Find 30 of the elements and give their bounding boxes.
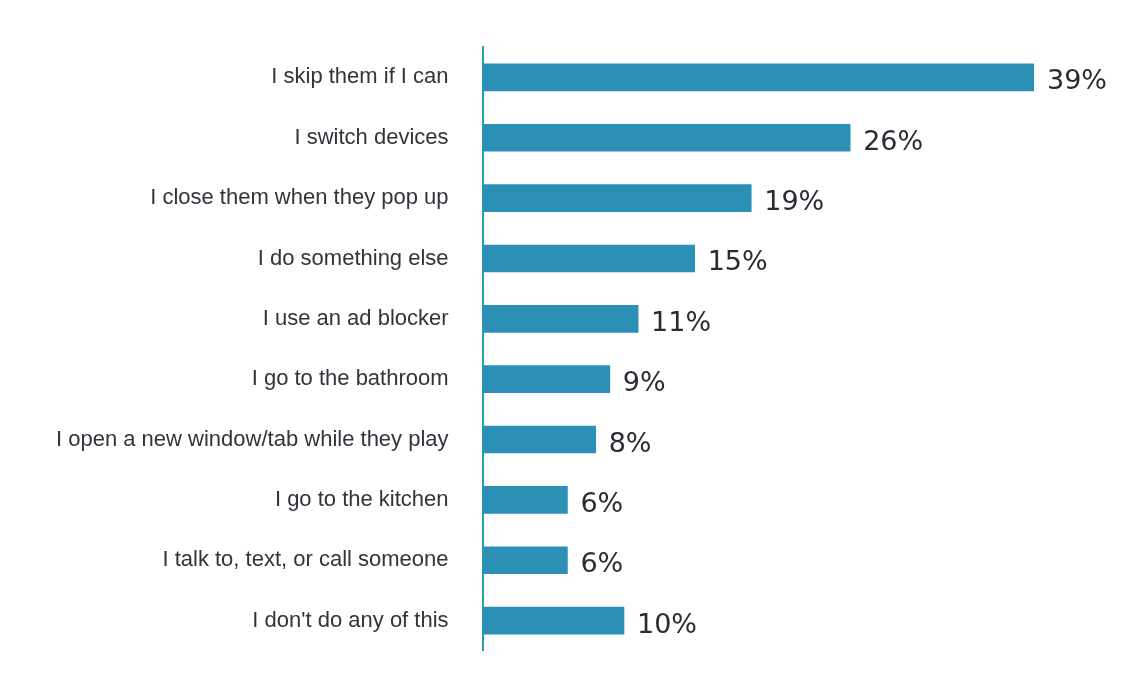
y-tick-label: I talk to, text, or call someone: [162, 546, 449, 572]
y-tick-label: I use an ad blocker: [262, 304, 449, 330]
y-tick-label: I close them when they pop up: [150, 184, 449, 210]
y-tick-label: I do something else: [257, 244, 449, 270]
data-label: 6%: [580, 486, 624, 518]
data-label: 10%: [636, 607, 697, 639]
y-tick-label: I go to the kitchen: [274, 485, 449, 511]
bar: [482, 546, 568, 575]
bar: [482, 244, 695, 273]
bar: [482, 63, 1034, 92]
y-tick-label: I don't do any of this: [252, 606, 449, 632]
data-label: 15%: [707, 245, 768, 277]
y-tick-label: I open a new window/tab while they play: [56, 425, 449, 451]
data-label: 8%: [608, 426, 652, 458]
bar: [482, 304, 639, 333]
data-label: 26%: [863, 124, 924, 156]
bar: [482, 365, 611, 394]
bar: [482, 425, 597, 454]
data-label: 19%: [764, 185, 825, 217]
y-tick-label: I skip them if I can: [271, 63, 449, 89]
data-label: 6%: [580, 547, 624, 579]
data-label: 9%: [622, 366, 666, 398]
bar: [482, 606, 625, 635]
data-label: 39%: [1047, 64, 1108, 96]
y-tick-label: I switch devices: [294, 123, 449, 149]
data-label: 11%: [651, 305, 712, 337]
bar: [482, 123, 851, 152]
bar: [482, 486, 568, 514]
bar: [482, 184, 752, 212]
y-tick-label: I go to the bathroom: [251, 365, 449, 391]
